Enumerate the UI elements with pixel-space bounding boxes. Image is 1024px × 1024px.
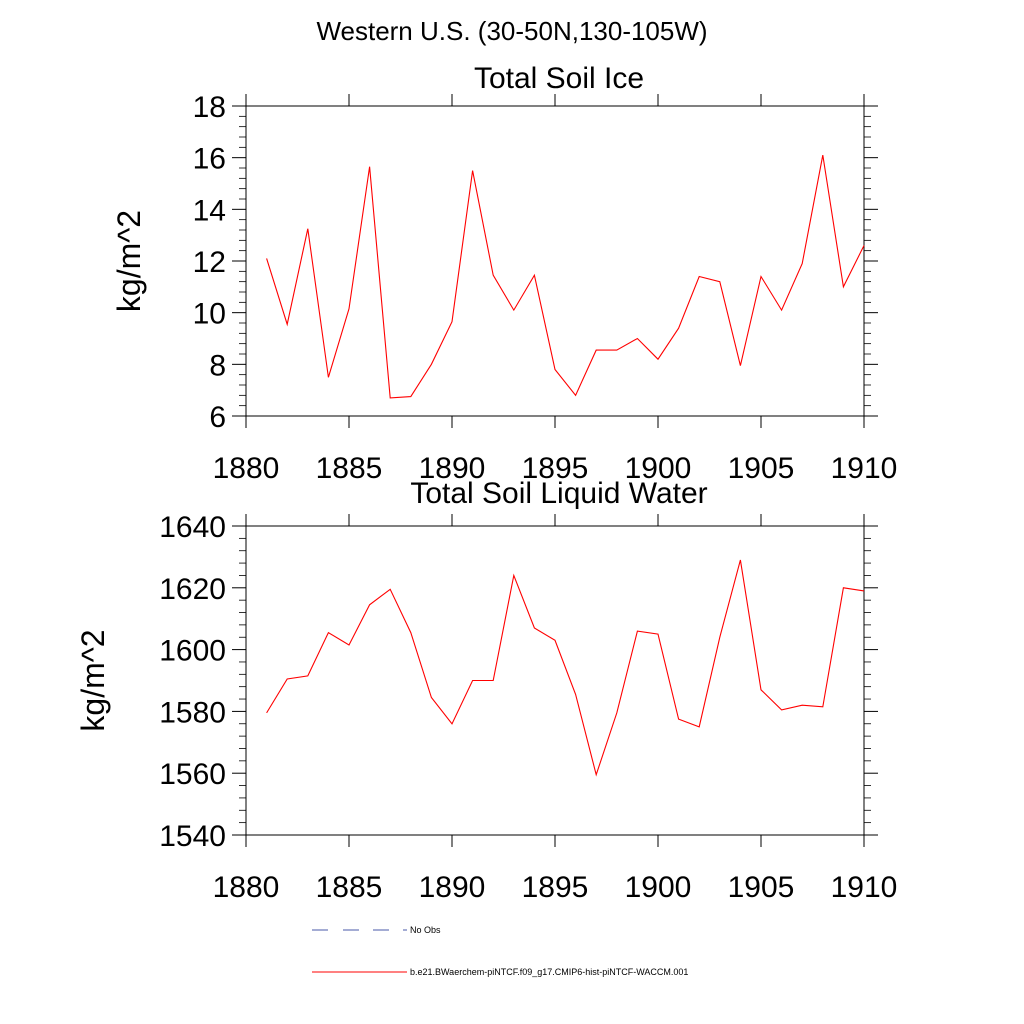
chart-panel-2: 1880 1885 1890 1895 1900 1905 1910 1540 1560 1580… xyxy=(75,477,897,904)
y-tick-label: 1600 xyxy=(159,635,226,668)
legend: No Obs b.e21.BWaerchem-piNTCF.f09_g17.CMI… xyxy=(312,925,688,977)
y-tick-label: 1560 xyxy=(159,758,226,791)
x-tick-label: 1895 xyxy=(522,452,589,485)
chart-title: Total Soil Ice xyxy=(474,62,644,95)
x-tick-label: 1885 xyxy=(316,452,383,485)
chart-title: Total Soil Liquid Water xyxy=(410,477,707,510)
legend-label: b.e21.BWaerchem-piNTCF.f09_g17.CMIP6-his… xyxy=(410,967,688,977)
x-tick-label: 1890 xyxy=(419,452,486,485)
x-tick-label: 1895 xyxy=(522,871,589,904)
x-tick-label: 1880 xyxy=(213,452,280,485)
plot-frame xyxy=(245,525,865,836)
y-tick-label: 16 xyxy=(193,143,226,176)
y-axis-title: kg/m^2 xyxy=(75,629,111,731)
x-tick-label: 1885 xyxy=(316,871,383,904)
chart-panel-1: 1880 1885 1890 1895 1900 1905 1910 6 8 10 12 14 16 18… xyxy=(111,62,897,485)
y-tick-label: 10 xyxy=(193,298,226,331)
series-line xyxy=(266,559,865,777)
y-tick-label: 18 xyxy=(193,91,226,124)
x-tick-label: 1900 xyxy=(625,871,692,904)
legend-label: No Obs xyxy=(410,925,441,935)
x-tick-label: 1890 xyxy=(419,871,486,904)
y-tick-label: 14 xyxy=(193,194,226,227)
x-tick-label: 1905 xyxy=(728,871,795,904)
y-tick-label: 6 xyxy=(209,401,226,434)
series-line xyxy=(266,154,865,399)
x-tick-label: 1910 xyxy=(831,871,898,904)
y-tick-label: 1640 xyxy=(159,511,226,544)
x-tick-label: 1880 xyxy=(213,871,280,904)
y-tick-label: 1540 xyxy=(159,820,226,853)
figure-title: Western U.S. (30-50N,130-105W) xyxy=(316,16,708,46)
y-tick-label: 1580 xyxy=(159,696,226,729)
y-axis-title: kg/m^2 xyxy=(111,210,147,312)
x-tick-label: 1910 xyxy=(831,452,898,485)
y-tick-label: 8 xyxy=(209,349,226,382)
x-tick-label: 1905 xyxy=(728,452,795,485)
y-tick-label: 12 xyxy=(193,246,226,279)
x-tick-label: 1900 xyxy=(625,452,692,485)
y-tick-label: 1620 xyxy=(159,573,226,606)
